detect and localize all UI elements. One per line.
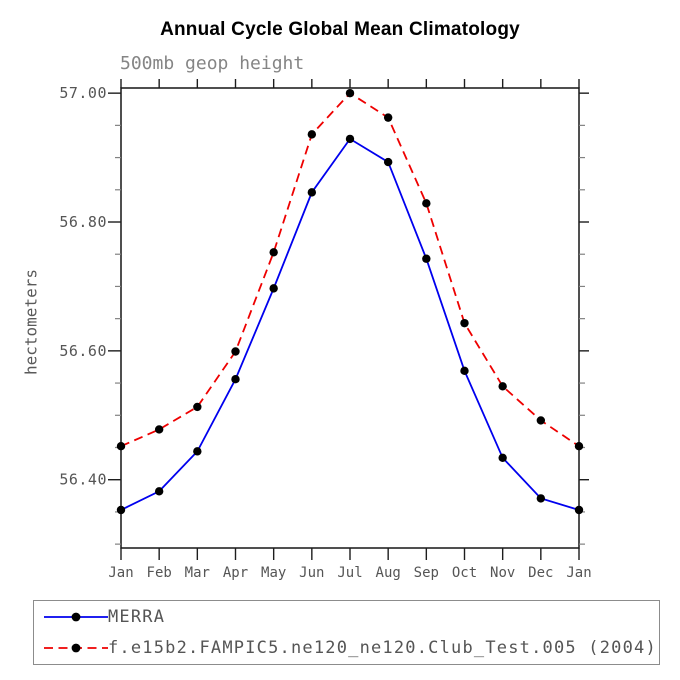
legend-marker-icon — [71, 643, 81, 653]
x-tick-label: Apr — [223, 565, 248, 581]
x-tick-label: Sep — [414, 565, 439, 581]
data-point — [383, 113, 393, 122]
data-point — [231, 347, 240, 356]
legend-box: MERRA f.e15b2.FAMPIC5.ne120_ne120.Club_T… — [33, 600, 660, 665]
data-point — [536, 494, 546, 503]
x-tick-label: Jan — [566, 565, 591, 581]
data-point — [193, 447, 202, 456]
data-point — [460, 318, 469, 328]
x-tick-label: Jun — [299, 565, 324, 581]
plot-frame — [120, 87, 580, 549]
data-point — [460, 366, 469, 376]
y-tick-label: 56.80 — [59, 213, 107, 231]
data-point — [345, 88, 355, 98]
data-point — [307, 188, 317, 197]
x-tick-label: Dec — [528, 565, 553, 581]
legend-marker-icon — [71, 612, 81, 622]
data-point — [536, 416, 546, 425]
merra-line-sample — [44, 612, 108, 622]
x-tick-label: Feb — [147, 565, 172, 581]
y-tick-label: 56.40 — [59, 471, 107, 489]
data-point — [574, 442, 584, 451]
data-point — [307, 130, 317, 139]
data-point — [116, 505, 126, 515]
data-point — [498, 382, 507, 391]
chart-title: Annual Cycle Global Mean Climatology — [160, 19, 520, 40]
x-tick-label: May — [261, 565, 286, 581]
model-line-sample — [44, 643, 108, 653]
data-point — [231, 375, 240, 384]
data-point — [154, 487, 164, 496]
data-point — [498, 453, 507, 463]
data-point — [345, 134, 355, 144]
data-point — [422, 199, 431, 208]
data-point — [154, 425, 164, 434]
x-tick-label: Nov — [490, 565, 515, 581]
x-tick-label: Mar — [185, 565, 210, 581]
data-point — [269, 248, 278, 257]
data-point — [116, 442, 126, 451]
chart-subtitle: 500mb geop height — [120, 53, 305, 74]
legend-label-model: f.e15b2.FAMPIC5.ne120_ne120.Club_Test.00… — [108, 638, 657, 659]
legend-label-merra: MERRA — [108, 606, 166, 627]
data-point — [269, 284, 278, 293]
x-tick-label: Oct — [452, 565, 477, 581]
data-point — [383, 157, 393, 167]
data-point — [193, 402, 202, 412]
series-line-1 — [120, 91, 580, 448]
legend-item-merra: MERRA — [44, 601, 659, 633]
series-line-0 — [120, 137, 580, 511]
data-point — [422, 254, 431, 263]
x-tick-label: Jul — [337, 565, 362, 581]
x-tick-label: Jan — [108, 565, 133, 581]
y-tick-label: 56.60 — [59, 342, 107, 360]
y-tick-label: 57.00 — [59, 84, 107, 102]
data-point — [574, 505, 584, 515]
legend-item-model: f.e15b2.FAMPIC5.ne120_ne120.Club_Test.00… — [44, 633, 659, 665]
x-tick-label: Aug — [376, 565, 401, 581]
